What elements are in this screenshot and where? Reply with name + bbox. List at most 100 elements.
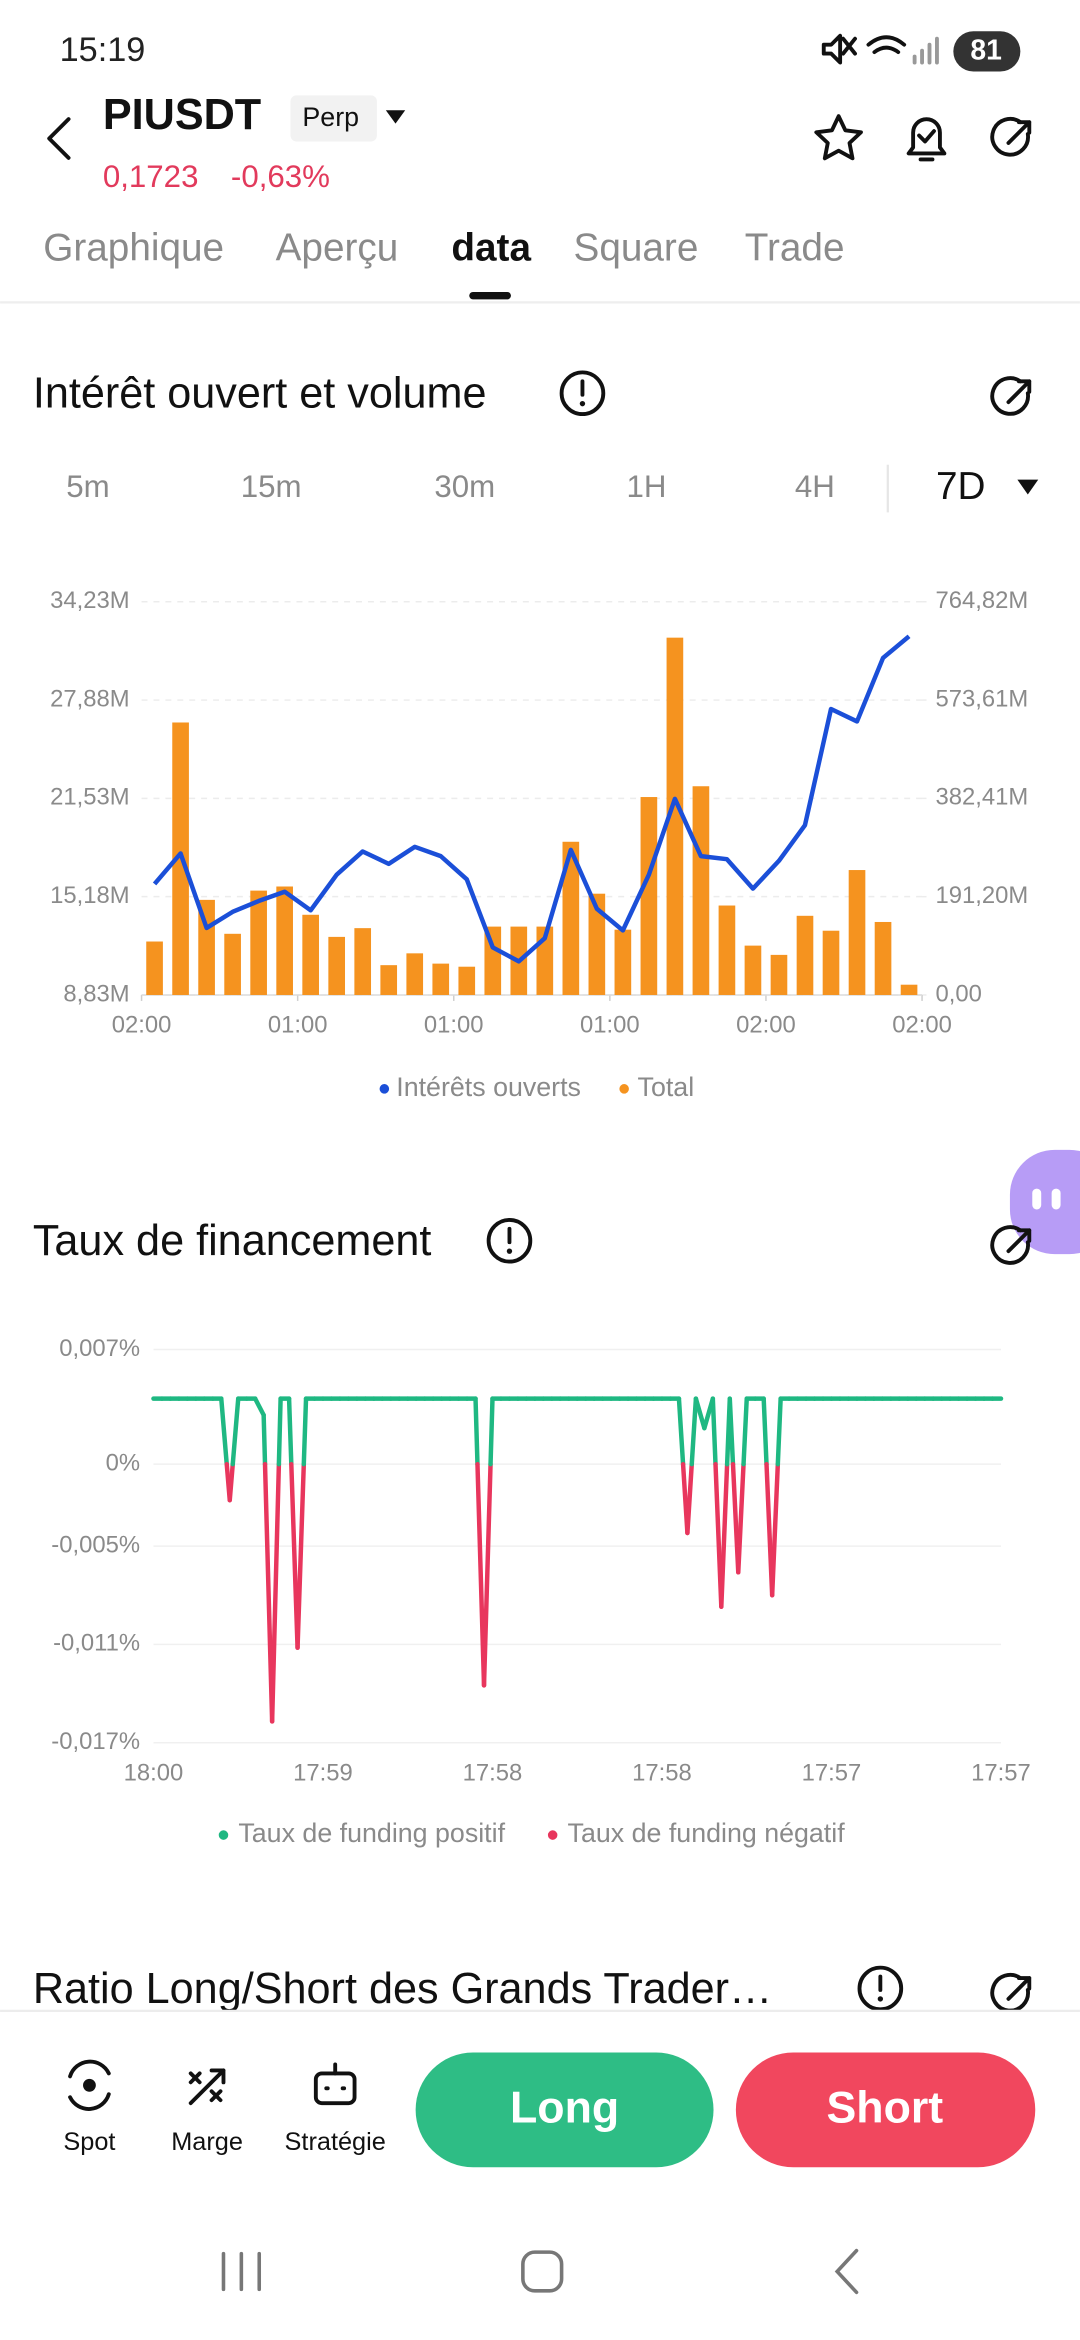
line-segment [269, 1461, 282, 1724]
legend-marker [547, 1830, 558, 1840]
line-segment [261, 1412, 268, 1467]
back-button[interactable] [47, 117, 71, 160]
bar [588, 893, 606, 995]
short-button[interactable] [735, 2052, 1036, 2168]
recents-button[interactable] [221, 2251, 262, 2292]
line-segment [676, 1396, 686, 1467]
legend-label: Intérêts ouverts [396, 1072, 581, 1102]
interval-option[interactable]: 5m [66, 469, 109, 504]
interval-option[interactable]: 7D [936, 465, 985, 508]
contract-dropdown[interactable] [385, 110, 406, 124]
tab[interactable]: Square [574, 226, 699, 269]
line-segment [775, 1396, 783, 1467]
bar [900, 984, 918, 995]
y2-tick-label: 764,82M [935, 587, 1028, 614]
interval-option[interactable]: 1H [627, 469, 667, 504]
info-button[interactable] [559, 370, 606, 417]
line-segment [276, 1396, 283, 1467]
x-tick-label: 18:00 [124, 1759, 184, 1786]
interval-option[interactable]: 30m [434, 469, 495, 504]
bar [640, 797, 658, 995]
y-tick-label: 0,007% [59, 1335, 140, 1362]
long-button[interactable] [415, 2052, 714, 2168]
share-button[interactable] [990, 117, 1032, 157]
y2-tick-label: 573,61M [935, 685, 1028, 712]
bar [146, 941, 163, 995]
line-segment [685, 1461, 694, 1536]
info-button[interactable] [857, 1965, 904, 2012]
legend-marker [619, 1084, 629, 1094]
tab[interactable]: Graphique [43, 226, 224, 269]
line-segment [761, 1396, 769, 1467]
expand-button[interactable] [990, 1972, 1032, 2013]
bar [432, 963, 450, 995]
bar [250, 890, 267, 995]
x-tick-label: 17:57 [802, 1759, 862, 1786]
tab[interactable]: Trade [745, 226, 845, 269]
price-change: -0,63% [231, 159, 330, 194]
line-segment [227, 1461, 235, 1503]
expand-button[interactable] [990, 376, 1032, 416]
y-tick-label: 8,83M [63, 980, 129, 1007]
spot-icon[interactable] [68, 2059, 111, 2111]
active-tab-indicator [469, 291, 511, 300]
contract-badge[interactable] [290, 95, 377, 142]
interval-option[interactable]: 4H [795, 469, 835, 504]
line-segment [286, 1396, 294, 1467]
x-tick-label: 02:00 [892, 1012, 952, 1039]
home-button[interactable] [521, 2250, 564, 2293]
bar [328, 936, 346, 995]
x-tick-label: 17:58 [463, 1759, 523, 1786]
nav-label[interactable]: Marge [171, 2128, 243, 2156]
y-tick-label: -0,005% [51, 1531, 140, 1558]
legend-marker [379, 1084, 390, 1094]
bar [302, 914, 319, 995]
expand-button[interactable] [990, 1225, 1032, 1265]
funding-rate-chart: 0,007% 0% -0,005% -0,011% -0,017% 18:00 17:59 1… [51, 1335, 1031, 1848]
battery [953, 31, 1021, 72]
interval-dropdown[interactable] [1017, 479, 1039, 495]
legend-marker [218, 1830, 229, 1840]
assistant-bubble[interactable] [1009, 1149, 1080, 1255]
bar [380, 965, 398, 995]
nav-label[interactable]: Spot [63, 2128, 115, 2156]
system-back-button[interactable] [834, 2248, 859, 2295]
bar [458, 966, 476, 995]
x-tick-label: 02:00 [736, 1012, 796, 1039]
line-segment [230, 1396, 241, 1467]
section-title: Ratio Long/Short des Grands Trader… [33, 1965, 772, 2013]
line-segment [719, 1461, 730, 1609]
line-segment [473, 1396, 480, 1467]
strategy-icon[interactable] [313, 2062, 357, 2106]
line-segment [252, 1396, 266, 1418]
short-label: Short [826, 2083, 943, 2132]
favorite-button[interactable] [814, 114, 863, 161]
battery-level: 81 [970, 34, 1001, 66]
bar [874, 921, 892, 995]
x-tick-label: 02:00 [112, 1012, 172, 1039]
x-tick-label: 01:00 [580, 1012, 640, 1039]
y2-tick-label: 191,20M [935, 882, 1028, 909]
alert-button[interactable] [906, 117, 947, 162]
bar [562, 841, 580, 995]
bar [354, 928, 372, 995]
nav-label[interactable]: Stratégie [285, 2128, 386, 2156]
bar [614, 929, 632, 995]
margin-icon[interactable] [188, 2068, 226, 2106]
interval-option[interactable]: 15m [241, 469, 302, 504]
legend-label: Taux de funding négatif [568, 1818, 846, 1848]
bar [224, 933, 241, 995]
info-button[interactable] [486, 1217, 533, 1264]
tab[interactable]: Aperçu [276, 226, 399, 269]
y2-tick-label: 382,41M [935, 784, 1028, 811]
y-tick-label: 27,88M [50, 685, 129, 712]
y-tick-label: 21,53M [50, 784, 129, 811]
line-segment [301, 1396, 309, 1467]
x-tick-label: 01:00 [424, 1012, 484, 1039]
line-segment [689, 1396, 699, 1467]
price: 0,1723 [103, 159, 199, 194]
bar [692, 786, 710, 995]
tab[interactable]: data [451, 226, 531, 269]
